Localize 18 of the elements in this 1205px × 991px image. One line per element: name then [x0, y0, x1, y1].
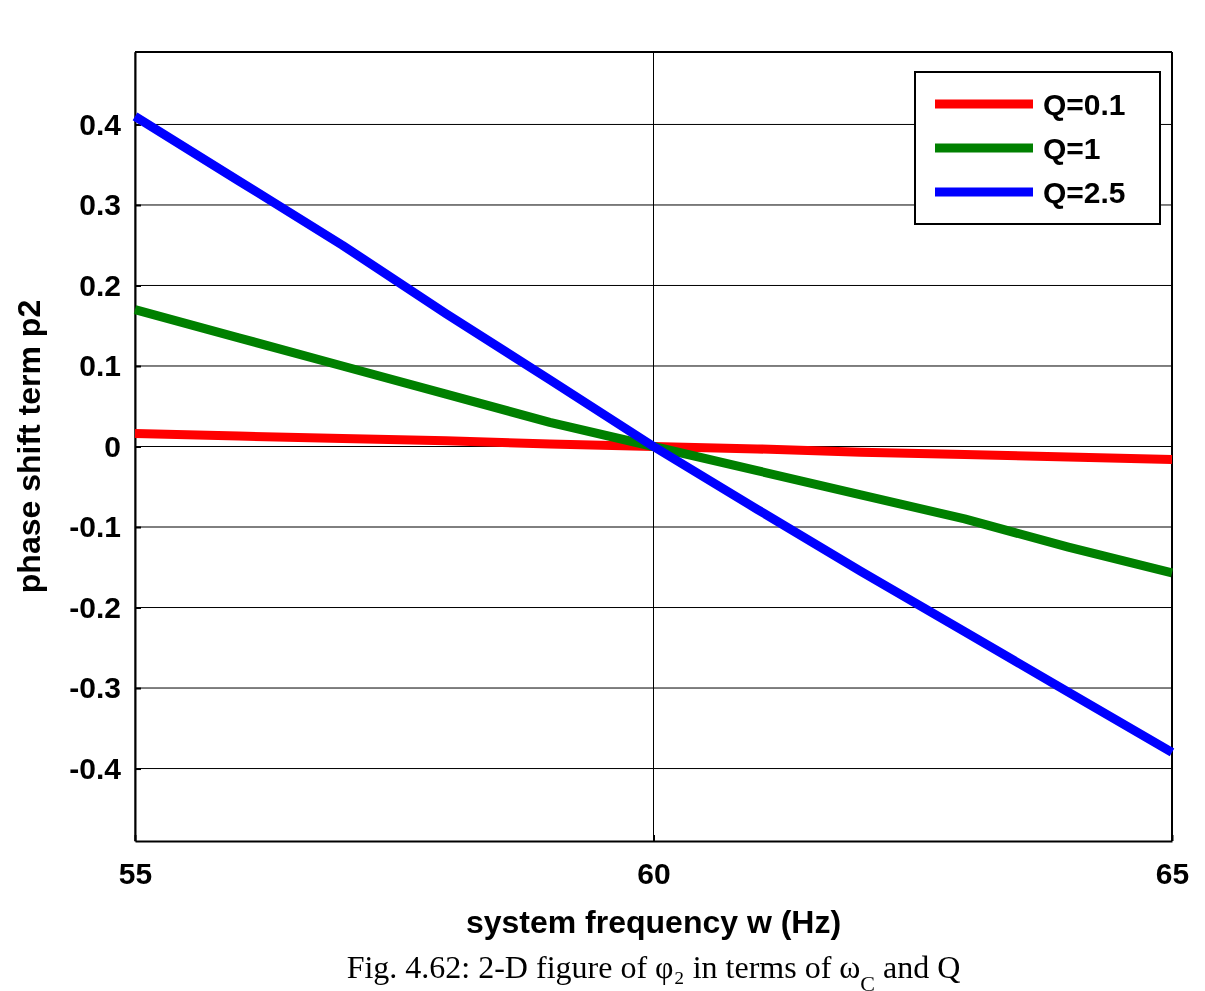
x-tick-label: 60: [637, 857, 671, 891]
y-tick-label: 0: [104, 429, 121, 463]
caption: Fig. 4.62: 2-D figure of φ₂ in terms of ω$_{C}$ and Q: [346, 949, 961, 991]
y-tick-label: 0.3: [79, 188, 121, 222]
y-axis-title: phase shift term p2: [11, 299, 47, 594]
y-tick-label: 0.1: [79, 349, 121, 383]
legend-label: Q=1: [1043, 132, 1101, 165]
y-tick-label: -0.2: [69, 590, 121, 624]
x-tick-label: 65: [1155, 857, 1190, 891]
x-axis-title: system frequency w (Hz): [465, 904, 842, 940]
legend-label: Q=0.1: [1043, 88, 1126, 121]
x-tick-label: 55: [118, 857, 153, 891]
legend-label: Q=2.5: [1043, 176, 1126, 209]
y-tick-label: -0.4: [69, 751, 122, 785]
y-tick-label: 0.2: [79, 268, 121, 302]
y-tick-label: -0.3: [69, 671, 121, 705]
y-tick-label: 0.4: [79, 107, 122, 141]
y-tick-label: -0.1: [69, 510, 121, 544]
